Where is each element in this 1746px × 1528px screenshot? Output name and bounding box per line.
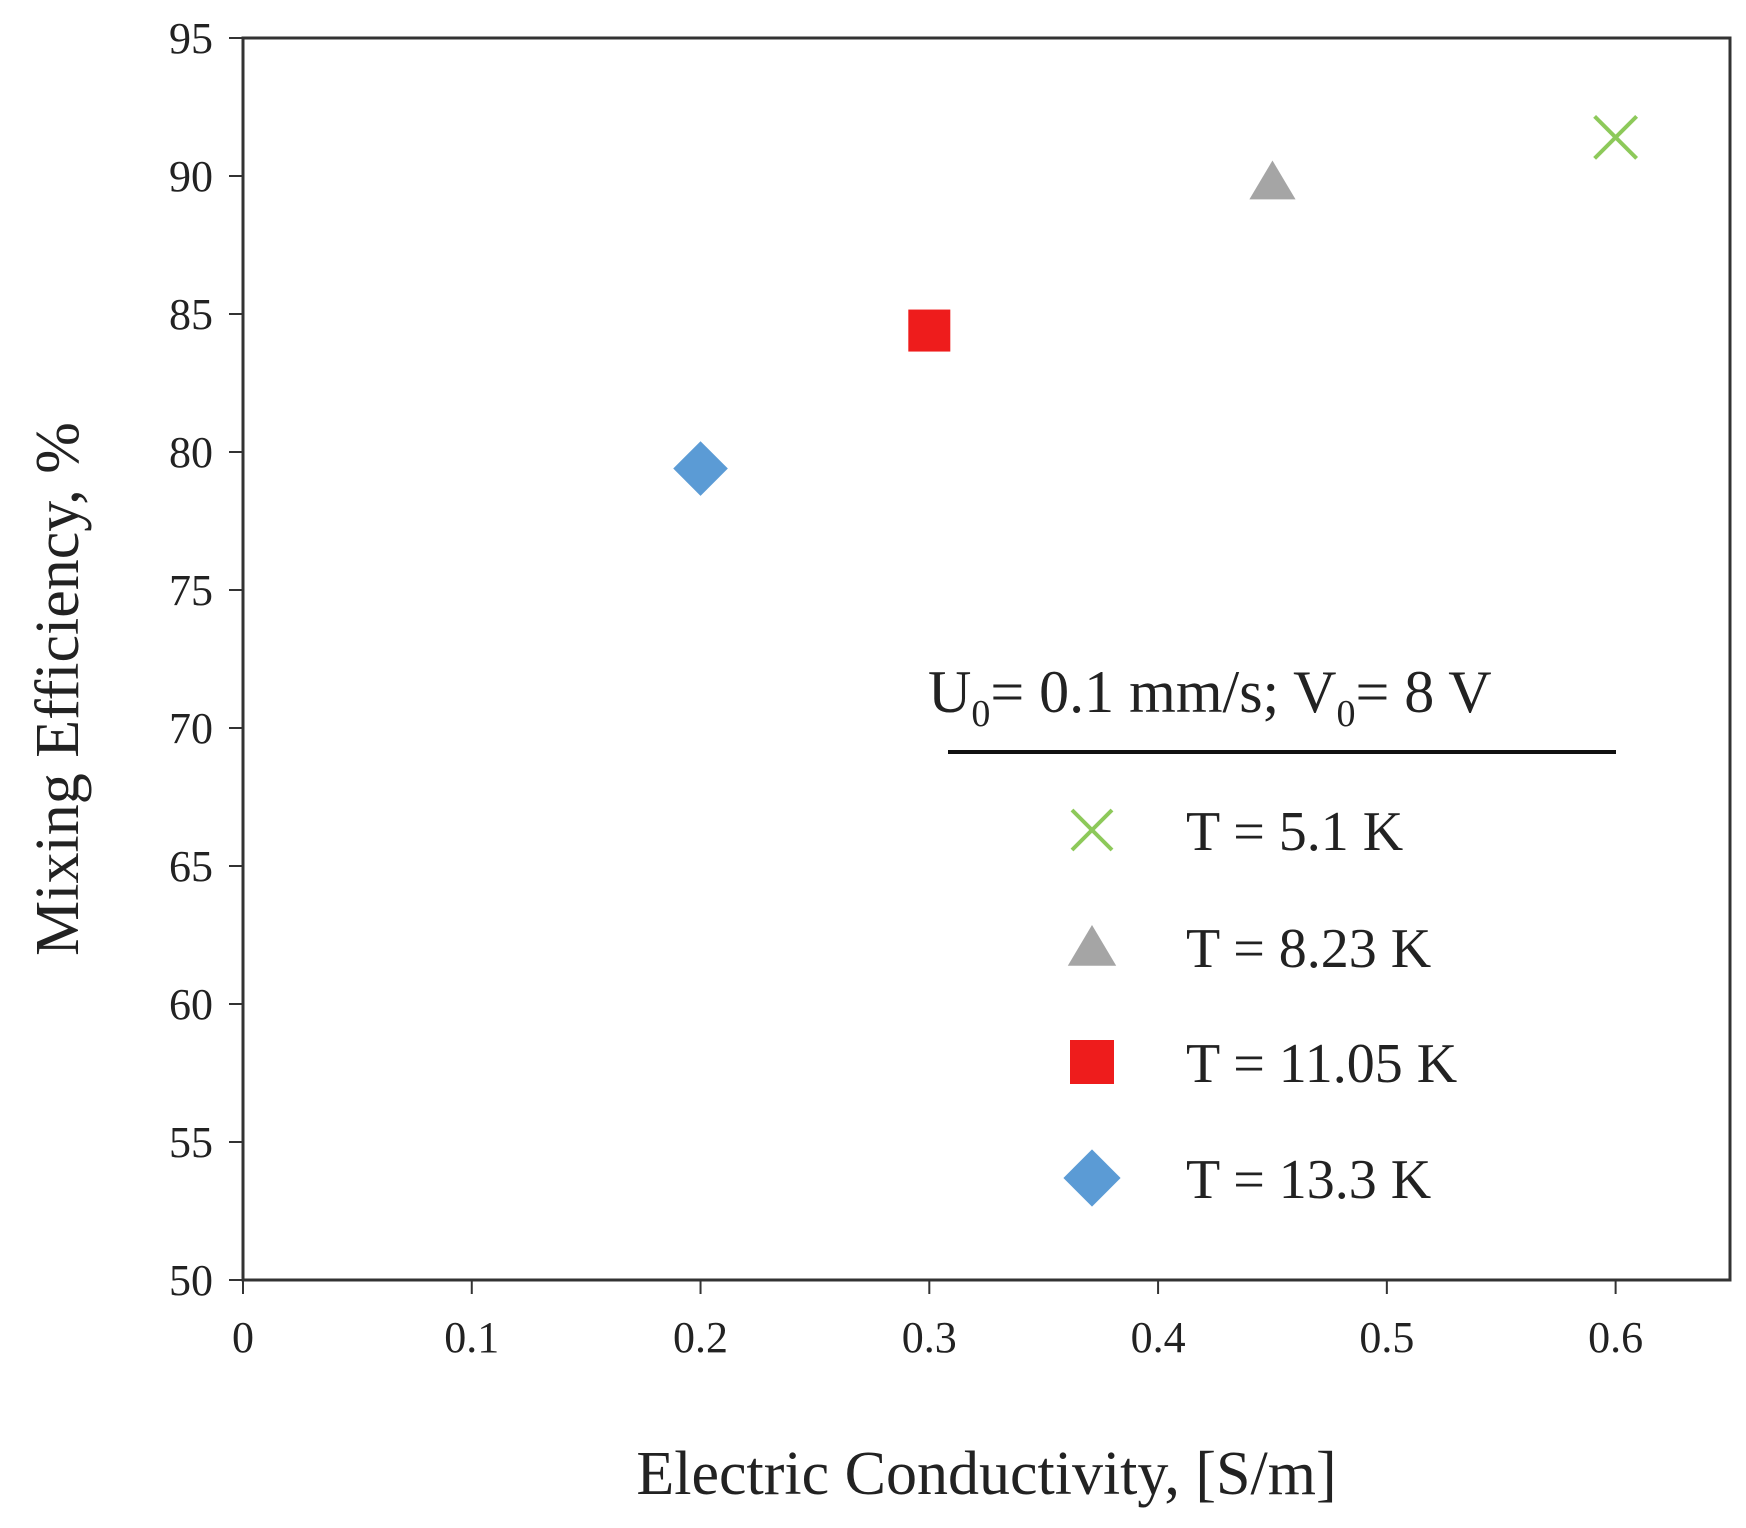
y-tick-label: 65 xyxy=(169,842,213,891)
y-tick-label: 75 xyxy=(169,566,213,615)
y-axis: 50 55 60 65 70 75 80 85 90 95 xyxy=(169,14,243,1305)
data-point-diamond xyxy=(673,441,728,496)
y-axis-title: Mixing Efficiency, % xyxy=(24,422,92,956)
x-tick-label: 0.1 xyxy=(444,1313,499,1362)
legend-title: U0= 0.1 mm/s; V0= 8 V xyxy=(928,659,1492,735)
y-tick-label: 70 xyxy=(169,704,213,753)
x-tick-label: 0.3 xyxy=(902,1313,957,1362)
y-tick-label: 55 xyxy=(169,1118,213,1167)
legend-marker-x xyxy=(1070,808,1114,852)
legend-items: T = 5.1 K T = 8.23 K T = 11.05 K T = 13.3 K xyxy=(1063,801,1457,1211)
legend-label: T = 8.23 K xyxy=(1186,918,1431,980)
y-tick-label: 80 xyxy=(169,428,213,477)
legend-marker-diamond xyxy=(1063,1149,1121,1207)
x-tick-label: 0.4 xyxy=(1131,1313,1186,1362)
x-tick-label: 0.2 xyxy=(673,1313,728,1362)
x-tick-label: 0 xyxy=(232,1313,254,1362)
legend-label: T = 11.05 K xyxy=(1186,1033,1457,1095)
y-tick-label: 90 xyxy=(169,152,213,201)
x-axis-title: Electric Conductivity, [S/m] xyxy=(636,1440,1336,1508)
x-axis: 0 0.1 0.2 0.3 0.4 0.5 0.6 xyxy=(232,1280,1643,1362)
legend-label: T = 13.3 K xyxy=(1186,1149,1431,1211)
y-tick-label: 85 xyxy=(169,290,213,339)
legend-label: T = 5.1 K xyxy=(1186,801,1403,863)
plot-area xyxy=(241,36,1732,1282)
legend-title-middle: = 0.1 mm/s; V xyxy=(990,659,1336,725)
legend: U0= 0.1 mm/s; V0= 8 V T = 5.1 KT = 8.23 … xyxy=(928,659,1616,1211)
legend-title-v-subscript: 0 xyxy=(1336,693,1355,735)
legend-marker-square xyxy=(1070,1040,1114,1084)
y-tick-label: 95 xyxy=(169,14,213,63)
y-tick-label: 60 xyxy=(169,980,213,1029)
data-point-triangle xyxy=(1249,160,1296,200)
data-point-square xyxy=(908,309,951,352)
x-tick-label: 0.6 xyxy=(1588,1313,1643,1362)
y-tick-label: 50 xyxy=(169,1256,213,1305)
legend-title-u: U xyxy=(928,659,971,725)
legend-title-end: = 8 V xyxy=(1355,659,1491,725)
legend-title-u-subscript: 0 xyxy=(971,693,990,735)
legend-marker-triangle xyxy=(1067,925,1117,966)
data-points xyxy=(673,114,1639,496)
x-tick-label: 0.5 xyxy=(1359,1313,1414,1362)
data-point-x xyxy=(1593,114,1639,160)
